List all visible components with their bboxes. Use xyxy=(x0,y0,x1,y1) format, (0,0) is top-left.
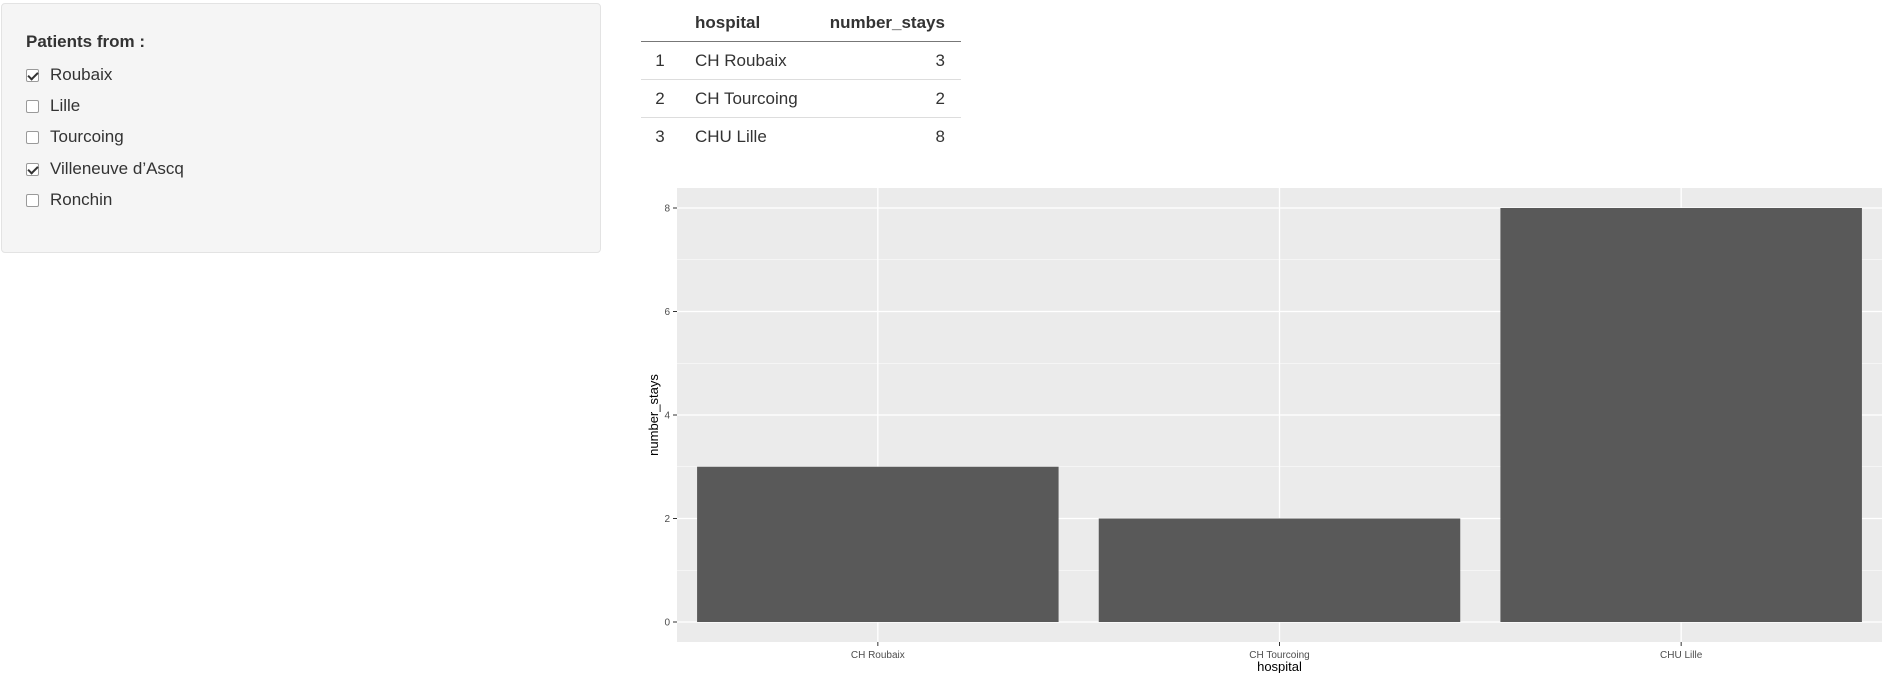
cell-hospital: CH Roubaix xyxy=(679,41,814,80)
row-index: 1 xyxy=(641,41,679,80)
y-tick-label: 2 xyxy=(664,514,670,525)
checkbox-tourcoing[interactable]: Tourcoing xyxy=(26,125,124,149)
checkbox-label[interactable]: Roubaix xyxy=(50,65,113,84)
row-index: 2 xyxy=(641,79,679,118)
checkbox-box[interactable] xyxy=(26,162,39,176)
table-row: 3 CHU Lille 8 xyxy=(641,118,961,156)
cell-number-stays: 8 xyxy=(935,126,945,146)
cell-number-stays: 3 xyxy=(813,41,961,80)
column-header-hospital: hospital xyxy=(679,5,814,42)
x-tick-label: CHU Lille xyxy=(1660,650,1703,661)
x-axis-title: hospital xyxy=(1257,659,1302,673)
table-row: 1 CH Roubaix 3 xyxy=(641,41,961,80)
y-tick-label: 6 xyxy=(664,307,670,318)
checkbox-box[interactable] xyxy=(26,68,39,82)
stays-table: hospital number_stays 1 CH Roubaix 3 2 C… xyxy=(641,5,961,155)
checkbox-label[interactable]: Lille xyxy=(50,96,81,115)
y-tick-label: 8 xyxy=(664,204,670,215)
column-header-index xyxy=(641,5,679,42)
table-header-row: hospital number_stays xyxy=(641,5,961,42)
checkbox-roubaix[interactable]: Roubaix xyxy=(26,63,112,87)
y-tick-label: 4 xyxy=(664,411,670,422)
y-axis-title: number_stays xyxy=(646,374,661,456)
cell-hospital: CHU Lille xyxy=(695,126,767,146)
panel-title: Patients from : xyxy=(26,32,146,51)
checkbox-ronchin[interactable]: Ronchin xyxy=(26,188,112,212)
x-tick-label: CH Tourcoing xyxy=(1249,650,1309,661)
bar-ch-roubaix xyxy=(697,466,1059,622)
cell-hospital: CH Tourcoing xyxy=(679,79,814,118)
checkbox-label[interactable]: Tourcoing xyxy=(50,127,124,146)
cell-number-stays: 2 xyxy=(813,79,961,118)
checkbox-villeneuve-dascq[interactable]: Villeneuve d’Ascq xyxy=(26,157,184,181)
column-header-number-stays: number_stays xyxy=(813,5,961,42)
x-tick-label: CH Roubaix xyxy=(851,650,905,661)
checkbox-box[interactable] xyxy=(26,130,39,144)
checkbox-box[interactable] xyxy=(26,193,39,207)
checkbox-lille[interactable]: Lille xyxy=(26,94,80,118)
filter-panel: Patients from : Roubaix Lille Tourcoing … xyxy=(1,3,601,253)
y-tick-label: 0 xyxy=(664,618,670,629)
bar-ch-tourcoing xyxy=(1098,518,1461,622)
checkbox-box[interactable] xyxy=(26,99,39,113)
table-row: 2 CH Tourcoing 2 xyxy=(641,79,961,118)
checkbox-label[interactable]: Ronchin xyxy=(50,190,113,209)
bar-chart: 0 2 4 6 8 CH Roubaix CH Tourcoing CHU Lille hosp… xyxy=(646,188,1882,673)
row-index: 3 xyxy=(655,126,665,146)
bar-chu-lille xyxy=(1500,208,1862,622)
checkbox-label[interactable]: Villeneuve d’Ascq xyxy=(50,159,184,178)
